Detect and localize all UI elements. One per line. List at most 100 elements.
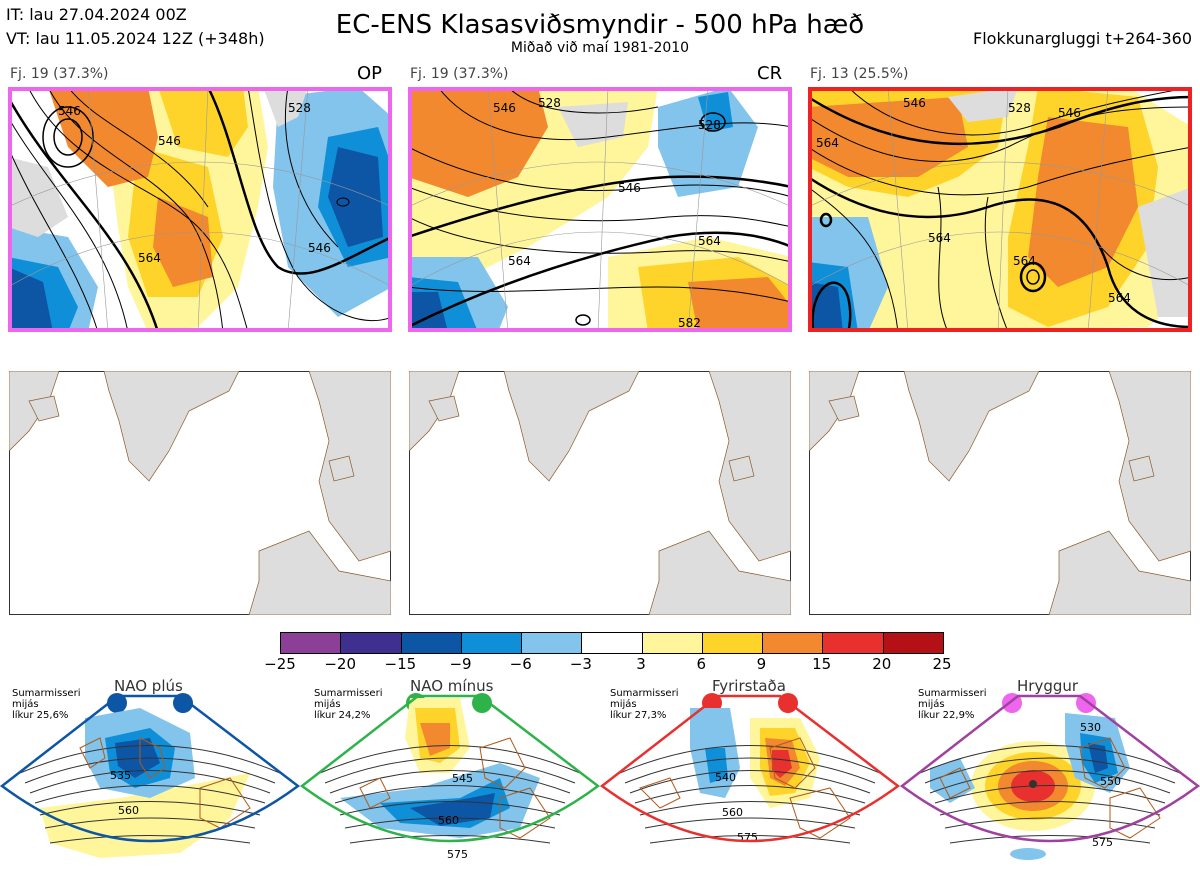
- colorbar-swatch: [401, 633, 462, 653]
- cluster-3-contour-label: 564: [816, 136, 839, 150]
- cluster-1-contour-label: 528: [288, 101, 311, 115]
- regime-1-dot: [107, 693, 127, 713]
- cluster-1-border: [8, 87, 392, 332]
- regime-3-frame: [600, 694, 900, 843]
- empty-map-2: [409, 371, 791, 615]
- regime-1-prob: líkur 25,6%: [12, 710, 69, 721]
- cluster-3-border: [808, 87, 1192, 332]
- cluster-2-map: 546 528 528 546 564 564 582: [408, 87, 792, 332]
- cluster-1-contour-label: 564: [138, 251, 161, 265]
- colorbar-tick: 6: [696, 655, 707, 673]
- regime-2-mid: mijás: [314, 699, 341, 710]
- cluster-3-contour-label: 564: [928, 231, 951, 245]
- regime-nao-minus: Sumarmisseri mijás líkur 24,2% NAO mínus…: [300, 677, 600, 871]
- cluster-2-contour-label: 546: [493, 101, 516, 115]
- cluster-1-label: Fj. 19 (37.3%): [10, 66, 109, 82]
- regime-4-mid: mijás: [918, 699, 945, 710]
- cluster-3-label: Fj. 13 (25.5%): [810, 66, 909, 82]
- cluster-3-map: 546 528 546 564 564 564 564: [808, 87, 1192, 332]
- colorbar-tick: −6: [509, 655, 532, 673]
- colorbar-swatch: [582, 633, 643, 653]
- cluster-3-contour-label: 564: [1108, 291, 1131, 305]
- colorbar-tick: 15: [812, 655, 832, 673]
- cluster-2-tag: CR: [757, 63, 783, 84]
- init-time: IT: lau 27.04.2024 00Z: [6, 5, 187, 24]
- regime-1-frame: [0, 694, 300, 843]
- cluster-2-contour-label: 528: [698, 118, 721, 132]
- colorbar-ticks: −25 −20 −15 −9 −6 −3 3 6 9 15 20 25: [264, 655, 951, 675]
- regime-4-name: Hryggur: [1017, 677, 1079, 695]
- regime-3-season: Sumarmisseri: [610, 688, 679, 699]
- colorbar-swatch: [763, 633, 824, 653]
- empty-map-1: [9, 371, 391, 615]
- colorbar-swatch: [883, 633, 943, 653]
- cluster-2-contour-label: 564: [698, 234, 721, 248]
- regime-3-prob: líkur 27,3%: [610, 710, 667, 721]
- cluster-2-border: [408, 87, 792, 332]
- regime-2-season: Sumarmisseri: [314, 688, 383, 699]
- page-title: EC-ENS Klasasviðsmyndir - 500 hPa hæð: [335, 10, 865, 40]
- colorbar: [280, 632, 944, 654]
- colorbar-tick: −15: [384, 655, 417, 673]
- cluster-2-contour-label: 582: [678, 316, 701, 330]
- regime-2-label: 560: [438, 814, 459, 827]
- regime-1-mid: mijás: [12, 699, 39, 710]
- colorbar-swatch: [642, 633, 703, 653]
- regime-1-dot: [173, 693, 193, 713]
- regime-1-label: 560: [118, 804, 139, 817]
- regime-2-label: 545: [452, 772, 473, 785]
- regime-1-season: Sumarmisseri: [12, 688, 81, 699]
- colorbar-tick: 3: [636, 655, 646, 673]
- cluster-1-contour-label: 546: [308, 241, 331, 255]
- colorbar-swatch: [702, 633, 764, 653]
- cluster-3-contour-label: 564: [1013, 254, 1036, 268]
- colorbar-tick: −20: [324, 655, 356, 673]
- regime-4-frame: [900, 694, 1200, 843]
- cluster-3-contour-label: 528: [1008, 101, 1031, 115]
- colorbar-tick: 9: [756, 655, 767, 673]
- colorbar-swatch: [522, 633, 583, 653]
- regime-2-name: NAO mínus: [410, 677, 494, 695]
- regime-2-prob: líkur 24,2%: [314, 710, 371, 721]
- regime-2-label: 575: [447, 848, 468, 861]
- colorbar-tick: 25: [932, 655, 952, 673]
- regime-blocking: Sumarmisseri mijás líkur 27,3% Fyrirstað…: [600, 677, 900, 871]
- valid-time: VT: lau 11.05.2024 12Z (+348h): [6, 29, 265, 48]
- regime-4-label: 575: [1092, 836, 1113, 849]
- regime-4-label: 530: [1080, 721, 1101, 734]
- regime-4-season: Sumarmisseri: [918, 688, 987, 699]
- cluster-2-contour-label: 528: [538, 96, 561, 110]
- regime-1-label: 535: [110, 769, 131, 782]
- colorbar-tick: −9: [449, 655, 472, 673]
- colorbar-tick: −25: [264, 655, 296, 673]
- cluster-3-contour-label: 546: [1058, 106, 1081, 120]
- regime-4-label: 550: [1100, 775, 1121, 788]
- regime-3-name: Fyrirstaða: [712, 677, 786, 695]
- cluster-1-map: 546 546 528 564 546: [8, 87, 392, 332]
- colorbar-swatch: [341, 633, 402, 653]
- cluster-3-contour-label: 546: [903, 96, 926, 110]
- regime-nao-plus: Sumarmisseri mijás líkur 25,6% NAO plús …: [0, 677, 300, 871]
- regime-1-name: NAO plús: [114, 677, 183, 695]
- page-subtitle: Miðað við maí 1981-2010: [510, 40, 690, 56]
- cluster-window: Flokkunargluggi t+264-360: [973, 29, 1192, 48]
- regime-3-label: 560: [722, 806, 743, 819]
- regime-2-dot: [472, 693, 492, 713]
- cluster-1-contour-label: 546: [58, 104, 81, 118]
- cluster-2-label: Fj. 19 (37.3%): [410, 66, 509, 82]
- colorbar-tick: −3: [569, 655, 592, 673]
- regime-4-prob: líkur 22,9%: [918, 710, 975, 721]
- regime-3-label: 540: [715, 771, 736, 784]
- cluster-1-tag: OP: [357, 63, 383, 84]
- colorbar-tick: 20: [872, 655, 892, 673]
- colorbar-swatch: [823, 633, 884, 653]
- regime-2-frame: [300, 694, 600, 843]
- colorbar-swatch: [281, 633, 342, 653]
- empty-map-3: [809, 371, 1191, 615]
- regime-ridge: Sumarmisseri mijás líkur 22,9% Hryggur: [900, 677, 1200, 871]
- regime-3-mid: mijás: [610, 699, 637, 710]
- cluster-1-contour-label: 546: [158, 134, 181, 148]
- cluster-2-contour-label: 564: [508, 254, 531, 268]
- cluster-2-contour-label: 546: [618, 181, 641, 195]
- colorbar-swatch: [461, 633, 523, 653]
